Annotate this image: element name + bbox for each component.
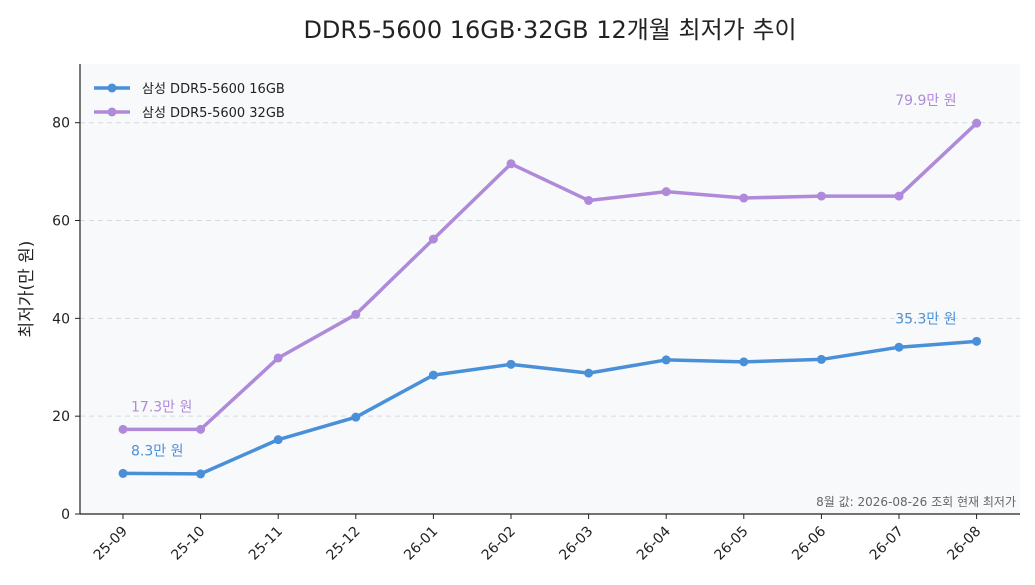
data-point: [273, 353, 283, 363]
x-tick-label: 26-02: [479, 524, 519, 564]
x-tick-label: 26-05: [712, 524, 752, 564]
data-point: [428, 234, 438, 244]
data-point: [972, 118, 982, 128]
legend-marker: [107, 107, 117, 117]
x-tick-label: 26-04: [634, 523, 674, 563]
x-tick-label: 26-03: [556, 524, 596, 564]
data-point: [351, 412, 361, 422]
data-point: [661, 187, 671, 197]
data-point: [351, 309, 361, 319]
legend-label: 삼성 DDR5-5600 16GB: [142, 82, 285, 97]
y-tick-label: 0: [61, 507, 70, 523]
data-point: [661, 355, 671, 365]
data-point: [196, 469, 206, 479]
y-tick-label: 60: [52, 214, 70, 230]
x-tick-label: 25-09: [91, 524, 131, 564]
x-tick-label: 26-01: [401, 524, 441, 564]
data-point: [273, 435, 283, 445]
legend-label: 삼성 DDR5-5600 32GB: [142, 106, 285, 121]
y-tick-label: 20: [52, 409, 70, 425]
annotations: 17.3만 원 8.3만 원 79.9만 원 35.3만 원: [131, 93, 957, 459]
data-point: [816, 191, 826, 201]
annotation-label: 17.3만 원: [131, 399, 192, 415]
x-tick-label: 26-06: [789, 523, 829, 563]
data-point: [739, 357, 749, 367]
legend: 삼성 DDR5-5600 16GB 삼성 DDR5-5600 32GB: [94, 82, 285, 121]
data-point: [972, 336, 982, 346]
data-point: [739, 193, 749, 203]
data-point: [506, 159, 516, 169]
data-point: [894, 342, 904, 352]
x-tick-label: 26-07: [867, 524, 907, 564]
data-point: [584, 368, 594, 378]
data-point: [584, 195, 594, 205]
data-point: [816, 354, 826, 364]
series-1: [118, 336, 982, 479]
data-point: [118, 424, 128, 434]
y-tick-label: 80: [52, 116, 70, 132]
annotation-label: 8.3만 원: [131, 443, 183, 459]
series-line: [121, 121, 979, 432]
y-axis-label: 최저가(만 원): [17, 241, 37, 338]
series-line: [121, 339, 979, 476]
note-text: 8월 값: 2026-08-26 조회 현재 최저가: [816, 495, 1016, 509]
x-ticks: 25-09 25-10 25-11 25-12 26-01 26-02 26-03 26-04…: [91, 514, 984, 564]
data-point: [118, 468, 128, 478]
legend-item: 삼성 DDR5-5600 16GB: [94, 82, 285, 97]
series-layer: [118, 118, 982, 479]
x-tick-label: 25-11: [246, 524, 286, 564]
annotation-label: 79.9만 원: [895, 93, 956, 109]
data-point: [196, 424, 206, 434]
plot-area: [80, 64, 1020, 514]
legend-marker: [107, 83, 117, 93]
grid-lines: [80, 122, 1020, 417]
x-tick-label: 25-10: [168, 524, 208, 564]
annotation-label: 35.3만 원: [895, 311, 956, 327]
legend-item: 삼성 DDR5-5600 32GB: [94, 106, 285, 121]
chart-title: DDR5-5600 16GB·32GB 12개월 최저가 추이: [303, 16, 796, 44]
data-point: [506, 359, 516, 369]
series-2: [118, 118, 982, 434]
x-tick-label: 25-12: [324, 524, 364, 564]
y-tick-label: 40: [52, 311, 70, 327]
axes: [79, 64, 1020, 515]
x-tick-label: 26-08: [944, 524, 984, 564]
y-ticks: 0 20 40 60 80: [52, 116, 80, 523]
data-point: [428, 370, 438, 380]
data-point: [894, 191, 904, 201]
